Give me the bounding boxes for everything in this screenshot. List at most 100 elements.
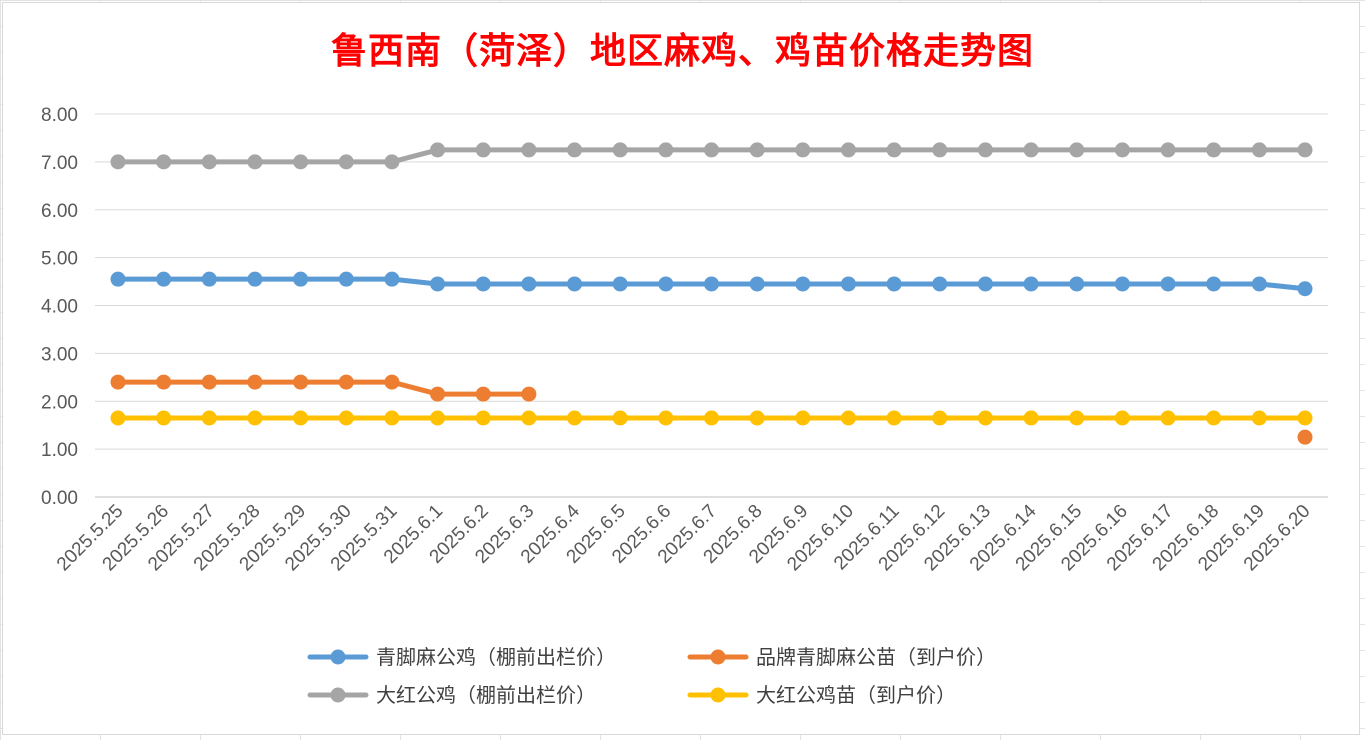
data-point[interactable] — [430, 410, 446, 426]
y-axis-ticks: 0.00 1.00 2.00 3.00 4.00 5.00 6.00 7.00 8.00 — [41, 105, 78, 509]
data-point[interactable] — [1069, 410, 1085, 426]
data-point[interactable] — [886, 410, 902, 426]
legend-item-3[interactable]: 大红公鸡（棚前出栏价） — [307, 683, 596, 707]
data-point[interactable] — [293, 271, 309, 287]
y-tick-label: 2.00 — [41, 392, 78, 413]
data-point[interactable] — [749, 142, 765, 158]
data-point[interactable] — [932, 410, 948, 426]
data-point[interactable] — [293, 410, 309, 426]
legend-item-1[interactable]: 青脚麻公鸡（棚前出栏价） — [307, 645, 616, 669]
data-point[interactable] — [475, 276, 491, 292]
data-point[interactable] — [1114, 410, 1130, 426]
data-point[interactable] — [110, 410, 126, 426]
data-point[interactable] — [658, 276, 674, 292]
data-point[interactable] — [840, 276, 856, 292]
data-point[interactable] — [795, 276, 811, 292]
data-point[interactable] — [1251, 410, 1267, 426]
data-point[interactable] — [201, 410, 217, 426]
data-point[interactable] — [1297, 410, 1313, 426]
data-point[interactable] — [201, 154, 217, 170]
data-point[interactable] — [201, 374, 217, 390]
data-point[interactable] — [1206, 142, 1222, 158]
data-point[interactable] — [521, 142, 537, 158]
data-point[interactable] — [932, 142, 948, 158]
data-point[interactable] — [384, 271, 400, 287]
data-point[interactable] — [1069, 142, 1085, 158]
data-point[interactable] — [430, 386, 446, 402]
data-point[interactable] — [338, 271, 354, 287]
data-point[interactable] — [1114, 276, 1130, 292]
data-point[interactable] — [475, 386, 491, 402]
data-point[interactable] — [475, 410, 491, 426]
data-point[interactable] — [338, 374, 354, 390]
data-point[interactable] — [932, 276, 948, 292]
data-point[interactable] — [1297, 281, 1313, 297]
data-point[interactable] — [1160, 142, 1176, 158]
data-point[interactable] — [795, 410, 811, 426]
data-point[interactable] — [247, 154, 263, 170]
data-point[interactable] — [293, 154, 309, 170]
data-point[interactable] — [201, 271, 217, 287]
data-point[interactable] — [567, 142, 583, 158]
data-point[interactable] — [247, 271, 263, 287]
data-point[interactable] — [156, 410, 172, 426]
data-point[interactable] — [567, 276, 583, 292]
data-point[interactable] — [293, 374, 309, 390]
data-point[interactable] — [567, 410, 583, 426]
data-point[interactable] — [1114, 142, 1130, 158]
data-point[interactable] — [840, 410, 856, 426]
data-point[interactable] — [521, 276, 537, 292]
data-point[interactable] — [247, 410, 263, 426]
data-point[interactable] — [110, 271, 126, 287]
data-point[interactable] — [1160, 276, 1176, 292]
data-point[interactable] — [1297, 142, 1313, 158]
legend-item-2[interactable]: 品牌青脚麻公苗（到户价） — [687, 645, 996, 669]
data-point[interactable] — [521, 410, 537, 426]
data-point[interactable] — [1251, 276, 1267, 292]
data-point[interactable] — [977, 410, 993, 426]
data-point[interactable] — [384, 154, 400, 170]
data-point[interactable] — [338, 410, 354, 426]
data-point[interactable] — [704, 410, 719, 426]
data-point[interactable] — [1160, 410, 1176, 426]
data-point[interactable] — [475, 142, 491, 158]
data-point[interactable] — [156, 271, 172, 287]
data-point[interactable] — [612, 410, 628, 426]
data-point[interactable] — [1023, 276, 1039, 292]
data-point[interactable] — [749, 276, 765, 292]
data-point[interactable] — [977, 276, 993, 292]
data-point[interactable] — [886, 276, 902, 292]
data-point[interactable] — [1069, 276, 1085, 292]
data-point[interactable] — [795, 142, 811, 158]
data-point[interactable] — [110, 374, 126, 390]
data-point[interactable] — [1206, 410, 1222, 426]
data-point[interactable] — [110, 154, 126, 170]
data-point[interactable] — [247, 374, 263, 390]
data-point[interactable] — [384, 374, 400, 390]
data-point[interactable] — [156, 154, 172, 170]
data-point[interactable] — [384, 410, 400, 426]
data-point[interactable] — [840, 142, 856, 158]
data-point[interactable] — [430, 276, 446, 292]
data-point[interactable] — [1297, 429, 1313, 445]
data-point[interactable] — [658, 142, 674, 158]
data-point[interactable] — [1023, 410, 1039, 426]
data-point[interactable] — [704, 276, 719, 292]
data-point[interactable] — [1251, 142, 1267, 158]
data-point[interactable] — [521, 386, 537, 402]
data-point[interactable] — [1206, 276, 1222, 292]
data-point[interactable] — [704, 142, 719, 158]
data-point[interactable] — [612, 142, 628, 158]
data-point[interactable] — [338, 154, 354, 170]
legend-item-4[interactable]: 大红公鸡苗（到户价） — [687, 683, 956, 707]
data-point[interactable] — [977, 142, 993, 158]
data-point[interactable] — [658, 410, 674, 426]
data-point[interactable] — [1023, 142, 1039, 158]
data-point[interactable] — [612, 276, 628, 292]
data-point[interactable] — [430, 142, 446, 158]
data-point[interactable] — [749, 410, 765, 426]
data-point[interactable] — [886, 142, 902, 158]
data-point[interactable] — [156, 374, 172, 390]
